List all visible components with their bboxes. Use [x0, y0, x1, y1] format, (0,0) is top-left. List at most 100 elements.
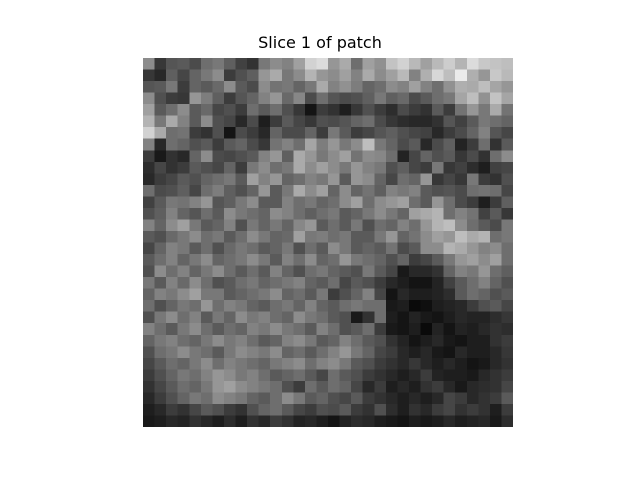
pixel-cell [200, 138, 213, 151]
pixel-cell [212, 230, 225, 243]
pixel-cell [293, 357, 306, 370]
pixel-cell [258, 334, 271, 347]
pixel-cell [212, 104, 225, 116]
pixel-cell [443, 277, 456, 289]
pixel-cell [478, 334, 491, 347]
pixel-cell [478, 161, 491, 174]
pixel-cell [235, 357, 248, 370]
pixel-cell [339, 219, 352, 232]
pixel-cell [385, 207, 398, 220]
pixel-cell [166, 58, 178, 70]
pixel-cell [200, 254, 213, 266]
pixel-cell [374, 265, 387, 278]
pixel-cell [281, 334, 294, 347]
pixel-cell [212, 277, 225, 289]
pixel-cell [235, 323, 248, 335]
pixel-cell [397, 369, 410, 382]
pixel-cell [154, 81, 167, 93]
pixel-cell [455, 369, 467, 382]
pixel-cell [374, 323, 387, 335]
pixel-cell [478, 58, 491, 70]
pixel-cell [223, 161, 236, 174]
pixel-cell [304, 196, 317, 209]
pixel-cell [316, 219, 329, 232]
pixel-cell [316, 58, 329, 70]
pixel-cell [339, 58, 352, 70]
pixel-cell [339, 392, 352, 405]
pixel-cell [223, 127, 236, 139]
pixel-cell [200, 277, 213, 289]
pixel-cell [200, 346, 213, 359]
pixel-cell [281, 104, 294, 116]
pixel-cell [154, 219, 167, 232]
pixel-cell [166, 334, 178, 347]
pixel-cell [501, 92, 513, 105]
pixel-cell [478, 380, 491, 393]
pixel-cell [432, 81, 444, 93]
pixel-cell [316, 92, 329, 105]
pixel-cell [466, 104, 479, 116]
pixel-cell [177, 104, 190, 116]
pixel-cell [466, 300, 479, 312]
pixel-cell [328, 69, 340, 82]
pixel-cell [362, 300, 375, 312]
pixel-cell [420, 334, 433, 347]
pixel-cell [154, 242, 167, 255]
pixel-cell [258, 323, 271, 335]
pixel-cell [397, 392, 410, 405]
pixel-cell [478, 369, 491, 382]
pixel-cell [501, 58, 513, 70]
pixel-cell [374, 369, 387, 382]
pixel-cell [212, 369, 225, 382]
pixel-cell [143, 415, 155, 427]
pixel-cell [235, 277, 248, 289]
pixel-cell [478, 196, 491, 209]
pixel-cell [235, 104, 248, 116]
pixel-cell [247, 219, 259, 232]
pixel-cell [143, 300, 155, 312]
pixel-cell [258, 104, 271, 116]
pixel-cell [501, 127, 513, 139]
pixel-cell [501, 380, 513, 393]
pixel-cell [339, 300, 352, 312]
pixel-cell [212, 173, 225, 186]
pixel-cell [200, 265, 213, 278]
pixel-cell [455, 219, 467, 232]
pixel-cell [420, 242, 433, 255]
pixel-cell [235, 219, 248, 232]
pixel-cell [420, 300, 433, 312]
pixel-cell [189, 242, 202, 255]
pixel-cell [362, 161, 375, 174]
pixel-cell [316, 392, 329, 405]
pixel-cell [270, 138, 282, 151]
pixel-cell [351, 357, 363, 370]
pixel-cell [455, 127, 467, 139]
pixel-cell [189, 81, 202, 93]
pixel-cell [455, 161, 467, 174]
pixel-cell [385, 403, 398, 416]
pixel-cell [304, 230, 317, 243]
pixel-cell [293, 346, 306, 359]
patch-image [143, 58, 513, 427]
pixel-cell [351, 69, 363, 82]
pixel-cell [189, 207, 202, 220]
pixel-cell [420, 277, 433, 289]
pixel-cell [281, 346, 294, 359]
pixel-cell [235, 392, 248, 405]
pixel-cell [258, 357, 271, 370]
pixel-cell [143, 403, 155, 416]
pixel-cell [154, 265, 167, 278]
pixel-cell [408, 81, 421, 93]
pixel-cell [362, 242, 375, 255]
pixel-cell [143, 92, 155, 105]
pixel-cell [328, 196, 340, 209]
pixel-cell [143, 380, 155, 393]
pixel-cell [385, 161, 398, 174]
pixel-cell [443, 357, 456, 370]
pixel-cell [189, 150, 202, 163]
pixel-cell [420, 184, 433, 197]
pixel-cell [270, 150, 282, 163]
pixel-cell [293, 92, 306, 105]
pixel-cell [478, 265, 491, 278]
pixel-cell [339, 69, 352, 82]
